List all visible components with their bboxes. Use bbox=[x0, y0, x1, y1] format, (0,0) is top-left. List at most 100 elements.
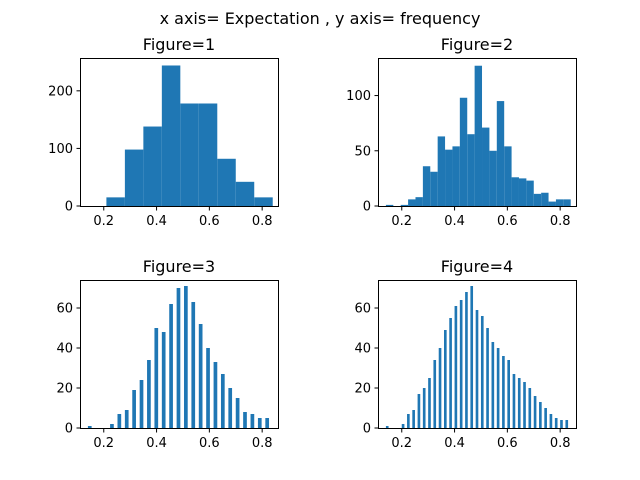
histogram-bar bbox=[422, 388, 426, 428]
histogram-bar bbox=[385, 204, 394, 206]
y-tick-label: 40 bbox=[354, 342, 371, 357]
histogram-bar bbox=[400, 204, 409, 206]
histogram-bar bbox=[454, 306, 458, 428]
histogram-bar bbox=[438, 348, 442, 428]
subplot-1: Figure=1 0.2 0.4 0.6 0.8 0 100 200 bbox=[48, 35, 279, 229]
histogram-bar bbox=[555, 199, 564, 206]
histogram-bar bbox=[117, 414, 122, 428]
histogram-bar bbox=[110, 424, 114, 428]
histogram-bar bbox=[482, 127, 490, 206]
y-tick-label: 200 bbox=[48, 84, 73, 99]
y-tick-label: 0 bbox=[363, 422, 371, 437]
histogram-bar bbox=[235, 181, 255, 206]
histogram-bar bbox=[415, 197, 423, 206]
histogram-bar bbox=[235, 398, 240, 428]
histogram-bar bbox=[220, 374, 225, 428]
histogram-bar bbox=[507, 360, 510, 428]
histogram-bar bbox=[523, 382, 526, 428]
histogram-bar bbox=[533, 193, 542, 206]
histogram-bars bbox=[106, 65, 273, 206]
histogram-bar bbox=[132, 390, 136, 428]
histogram-bar bbox=[560, 420, 563, 428]
histogram-bar bbox=[563, 199, 571, 206]
histogram-bar bbox=[228, 388, 233, 428]
histogram-bar bbox=[444, 330, 447, 428]
histogram-bar bbox=[528, 388, 532, 428]
histogram-bar bbox=[549, 414, 553, 428]
histogram-bar bbox=[184, 286, 188, 428]
histogram-bar bbox=[502, 356, 505, 428]
histogram-bar bbox=[475, 310, 479, 428]
histogram-bar bbox=[250, 414, 255, 428]
histogram-bar bbox=[452, 146, 460, 206]
x-tick-label: 0.2 bbox=[391, 214, 412, 229]
histogram-bar bbox=[433, 360, 437, 428]
histogram-bar bbox=[474, 65, 483, 206]
histogram-bar bbox=[161, 65, 181, 206]
x-tick-label: 0.6 bbox=[199, 214, 220, 229]
subplot-title: Figure=4 bbox=[441, 257, 513, 276]
x-tick-label: 0.4 bbox=[146, 436, 167, 451]
axes-frame bbox=[378, 58, 577, 207]
x-tick-label: 0.6 bbox=[497, 214, 518, 229]
histogram-bar bbox=[470, 286, 474, 428]
axes-frame bbox=[80, 58, 279, 207]
histogram-bar bbox=[198, 324, 203, 428]
histogram-bar bbox=[412, 410, 415, 428]
histogram-bar bbox=[147, 360, 151, 428]
histogram-bar bbox=[217, 158, 236, 206]
histogram-bar bbox=[407, 414, 410, 428]
histogram-bar bbox=[512, 374, 516, 428]
histogram-bar bbox=[459, 300, 463, 428]
histogram-bar bbox=[417, 394, 421, 428]
subplot-title: Figure=3 bbox=[143, 257, 215, 276]
subplot-4: Figure=4 0.2 0.4 0.6 0.8 0 20 40 60 bbox=[354, 257, 577, 451]
histogram-bar bbox=[180, 103, 199, 206]
histogram-bar bbox=[496, 348, 500, 428]
histogram-bar bbox=[539, 402, 542, 428]
x-tick-label: 0.8 bbox=[550, 436, 571, 451]
x-tick-label: 0.6 bbox=[199, 436, 220, 451]
histogram-bar bbox=[548, 201, 556, 206]
y-tick-label: 60 bbox=[56, 302, 73, 317]
subplot-2: Figure=2 0.2 0.4 0.6 0.8 0 50 100 bbox=[346, 35, 577, 229]
x-tick-label: 0.8 bbox=[252, 214, 273, 229]
histogram-bar bbox=[206, 348, 210, 428]
histogram-bar bbox=[449, 318, 452, 428]
histogram-bars bbox=[87, 286, 270, 428]
x-tick-label: 0.4 bbox=[444, 214, 465, 229]
x-tick-label: 0.4 bbox=[444, 436, 465, 451]
histogram-bar bbox=[198, 103, 218, 206]
histogram-bar bbox=[445, 149, 453, 206]
histogram-bar bbox=[385, 426, 389, 428]
histogram-bar bbox=[517, 378, 521, 428]
y-tick-label: 0 bbox=[363, 200, 371, 215]
histogram-bar bbox=[465, 292, 468, 428]
axes-frame bbox=[80, 280, 279, 429]
histogram-bars bbox=[385, 286, 569, 428]
y-tick-label: 20 bbox=[354, 382, 371, 397]
y-tick-label: 20 bbox=[56, 382, 73, 397]
histogram-bar bbox=[257, 418, 262, 428]
x-tick-label: 0.4 bbox=[146, 214, 167, 229]
histogram-bar bbox=[533, 396, 537, 428]
histogram-bar bbox=[459, 97, 468, 206]
x-tick-label: 0.6 bbox=[497, 436, 518, 451]
histogram-bar bbox=[467, 134, 475, 206]
histogram-bar bbox=[544, 408, 547, 428]
histogram-bar bbox=[565, 420, 569, 428]
histogram-bar bbox=[143, 126, 162, 206]
histogram-bar bbox=[124, 410, 129, 428]
x-tick-label: 0.2 bbox=[93, 214, 114, 229]
histogram-bar bbox=[408, 199, 416, 206]
histogram-bar bbox=[401, 424, 405, 428]
histogram-bar bbox=[254, 197, 273, 206]
y-tick-label: 50 bbox=[354, 144, 371, 159]
figure-suptitle: x axis= Expectation , y axis= frequency bbox=[160, 9, 481, 28]
axes-frame bbox=[378, 280, 577, 429]
y-tick-label: 100 bbox=[48, 142, 73, 157]
histogram-bar bbox=[428, 378, 431, 428]
histogram-bar bbox=[124, 149, 144, 206]
histogram-bar bbox=[169, 304, 173, 428]
x-tick-label: 0.2 bbox=[391, 436, 412, 451]
